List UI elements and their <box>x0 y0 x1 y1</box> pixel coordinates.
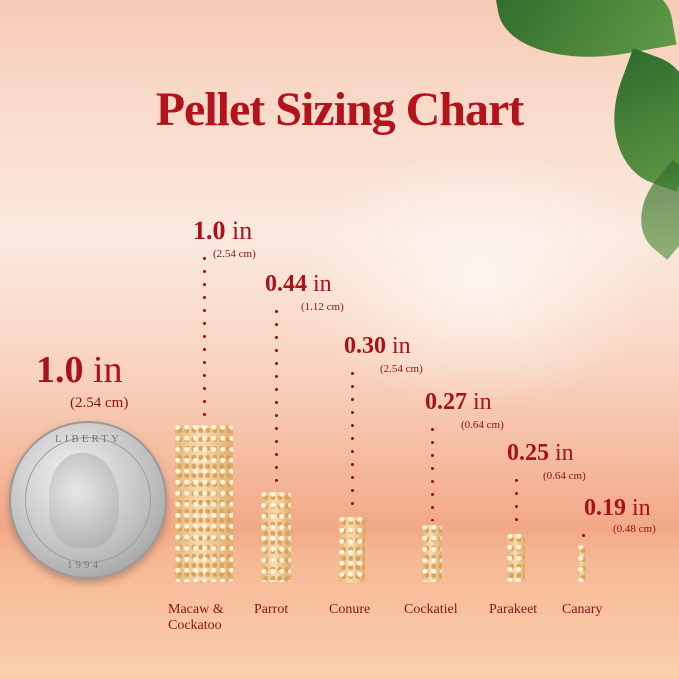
bird-type-label: Parrot <box>254 602 289 617</box>
pellet-parrot <box>261 492 291 582</box>
page-title: Pellet Sizing Chart <box>155 83 525 136</box>
pellet-size-label: 0.19 in <box>584 495 651 521</box>
bird-type-label: Cockatiel <box>404 602 458 617</box>
pellet-size-cm: (2.54 cm) <box>213 248 256 260</box>
bird-type-label: Macaw & Cockatoo <box>168 602 224 633</box>
pellet-size-label: 0.25 in <box>507 440 574 466</box>
coin-size-cm: (2.54 cm) <box>70 395 129 411</box>
pellet-size-label: 0.27 in <box>425 389 492 415</box>
bird-type-label: Parakeet <box>489 602 538 617</box>
pellet-size-label: 1.0 in <box>193 216 253 245</box>
dotted-guide <box>275 305 278 488</box>
dotted-guide <box>515 474 518 530</box>
pellet-size-cm: (2.54 cm) <box>380 363 423 375</box>
dotted-guide <box>351 367 354 513</box>
bird-type-label: Conure <box>329 602 371 617</box>
pellet-size-label: 0.30 in <box>344 333 411 359</box>
pellet-parakeet <box>507 534 525 582</box>
pellet-size-cm: (1.12 cm) <box>301 301 344 313</box>
pellet-size-cm: (0.64 cm) <box>461 419 504 431</box>
pellet-size-cm: (0.48 cm) <box>613 523 656 535</box>
pellet-macaw-cockatoo <box>175 425 233 582</box>
dotted-guide <box>431 423 434 521</box>
pellet-canary <box>578 545 586 582</box>
pellet-size-cm: (0.64 cm) <box>543 470 586 482</box>
dotted-guide <box>582 529 585 543</box>
washington-profile <box>49 453 119 548</box>
dotted-guide <box>203 252 206 421</box>
pellet-size-label: 0.44 in <box>265 271 332 297</box>
bird-type-label: Canary <box>562 602 603 617</box>
pellet-conure <box>339 517 365 582</box>
light-glow <box>300 150 660 410</box>
pellet-cockatiel <box>422 525 442 582</box>
coin-size-label: 1.0 in <box>36 349 123 391</box>
